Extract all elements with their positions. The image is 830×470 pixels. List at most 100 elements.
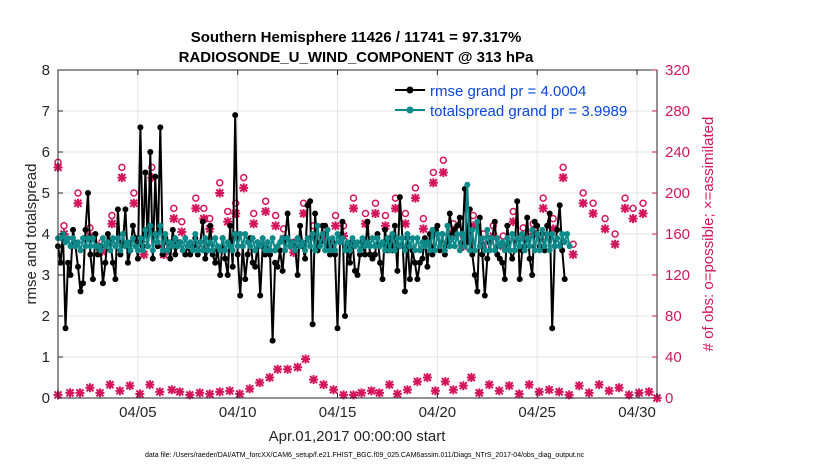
obs-possible-marker (192, 194, 200, 202)
x-tick-label: 04/05 (119, 404, 157, 421)
spread-point (416, 247, 423, 254)
rmse-point (504, 222, 511, 229)
y-axis-right-ticks: 0 40 80 120 160 200 240 280 320 (652, 62, 690, 407)
obs-assimilated-marker (105, 380, 115, 390)
obs-assimilated-marker (638, 209, 648, 218)
rmse-point (134, 255, 141, 262)
y-right-tick-label: 320 (665, 62, 690, 79)
spread-point (479, 235, 486, 242)
spread-point (107, 247, 114, 254)
spread-point (144, 243, 151, 250)
spread-point (217, 247, 224, 254)
obs-assimilated-marker (412, 377, 422, 387)
spread-point (152, 231, 159, 237)
rmse-point (297, 222, 304, 229)
spread-point (259, 235, 266, 242)
y-left-tick-label: 7 (42, 103, 50, 120)
rmse-point (454, 222, 461, 229)
obs-assimilated-marker (588, 209, 598, 218)
spread-point (564, 231, 571, 237)
obs-assimilated-marker (474, 388, 484, 398)
obs-assimilated-marker (448, 385, 458, 395)
rmse-point (396, 194, 403, 201)
spread-point (252, 247, 259, 254)
obs-assimilated-marker (177, 227, 187, 237)
rmse-point (546, 210, 553, 217)
rmse-point (234, 251, 241, 258)
obs-assimilated-marker (534, 387, 544, 397)
spread-point (556, 243, 563, 250)
obs-possible-marker (419, 214, 428, 223)
rmse-point (516, 276, 523, 283)
spread-point (354, 239, 361, 246)
obs-assimilated-marker (191, 203, 201, 213)
rmse-point (554, 226, 561, 233)
x-axis-label: Apr.01,2017 00:00:00 start (269, 428, 447, 445)
rmse-point (549, 325, 556, 332)
rmse-point (67, 272, 74, 278)
spread-point (237, 231, 244, 237)
spread-point (267, 247, 274, 254)
spread-point (229, 247, 236, 254)
spread-point (506, 247, 513, 254)
spread-point (117, 247, 124, 254)
spread-point (189, 247, 196, 254)
chart-title-line2: RADIOSONDE_U_WIND_COMPONENT @ 313 hPa (179, 49, 534, 66)
spread-point (559, 231, 566, 237)
spread-point (509, 231, 516, 237)
rmse-point (524, 214, 531, 221)
rmse-point (77, 288, 84, 295)
rmse-point (129, 222, 136, 229)
spread-point (124, 239, 131, 246)
legend-label-rmse: rmse grand pr = 4.0004 (430, 83, 586, 100)
rmse-point (157, 124, 164, 131)
spread-point (464, 181, 471, 188)
rmse-point (209, 251, 216, 258)
y-left-tick-label: 5 (42, 185, 50, 202)
rmse-point (391, 222, 398, 229)
spread-point (404, 231, 411, 237)
rmse-point (85, 190, 91, 196)
rmse-point (436, 247, 443, 254)
spread-point (441, 247, 448, 254)
obs-assimilated-marker (410, 193, 420, 203)
spread-point (511, 247, 518, 254)
spread-point (491, 247, 498, 254)
rmse-point (302, 255, 309, 262)
spread-point (409, 235, 416, 242)
spread-point (317, 243, 324, 250)
chart-title-line1: Southern Hemisphere 11426 / 11741 = 97.3… (191, 29, 522, 46)
spread-point (429, 226, 436, 233)
spread-point (461, 243, 468, 250)
spread-point (554, 235, 561, 242)
rmse-point (347, 259, 353, 266)
spread-point (434, 231, 441, 237)
spread-point (524, 235, 531, 242)
rmse-point (242, 276, 249, 283)
spread-point (192, 231, 199, 237)
obs-assimilated-marker (504, 381, 514, 391)
spread-point (536, 247, 543, 254)
obs-assimilated-marker (594, 380, 604, 390)
spread-point (279, 235, 286, 242)
x-tick-label: 04/15 (319, 404, 357, 421)
spread-point (379, 239, 386, 246)
spread-point (87, 243, 94, 250)
spread-point (204, 247, 211, 254)
rmse-point (112, 276, 119, 283)
spread-point (222, 247, 229, 254)
rmse-point (279, 267, 286, 274)
y-axis-left-ticks: 0 1 2 3 4 5 6 7 8 (42, 62, 63, 407)
spread-point (349, 235, 356, 242)
spread-point (391, 247, 398, 254)
y-left-tick-label: 8 (42, 62, 50, 79)
obs-assimilated-marker (574, 381, 584, 391)
spread-point (551, 243, 558, 250)
obs-assimilated-marker (319, 380, 329, 390)
spread-point (369, 235, 376, 242)
y-axis-left-label: rmse and totalspread (23, 164, 40, 305)
spread-point (239, 243, 246, 250)
rmse-point (224, 272, 231, 278)
obs-possible-marker (639, 199, 647, 207)
